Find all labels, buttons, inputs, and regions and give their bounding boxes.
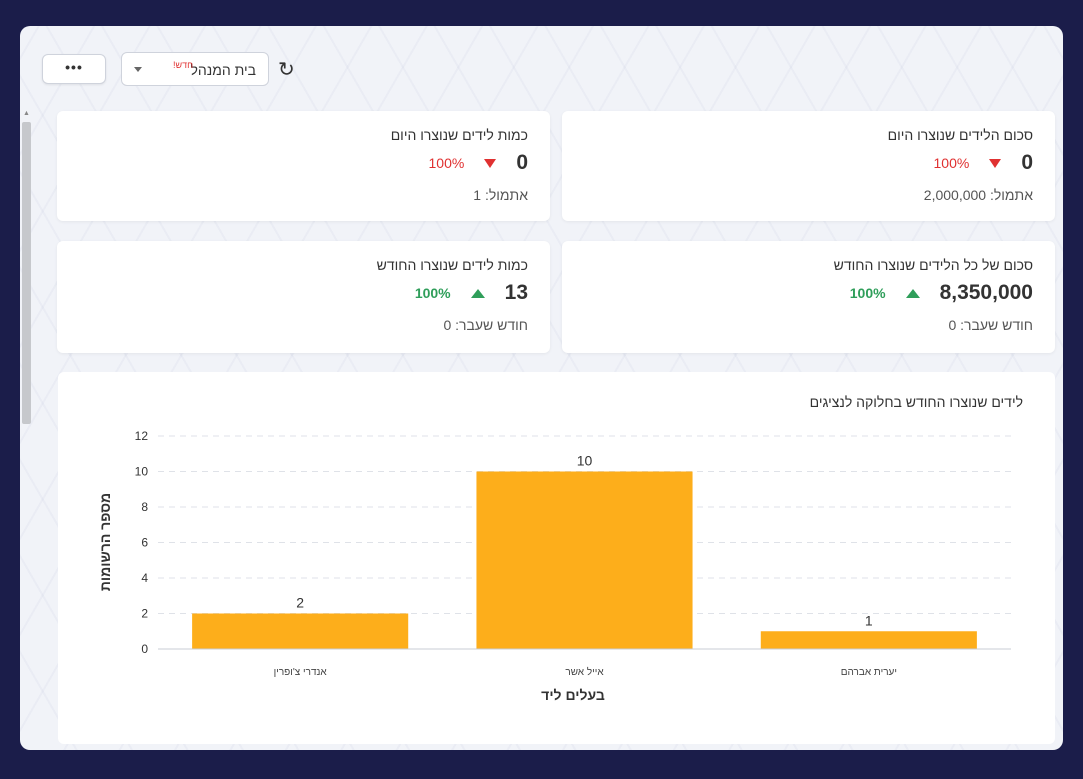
- new-badge: חדש!: [173, 60, 193, 70]
- card-change: 100%: [933, 155, 970, 171]
- bar-value-label: 2: [296, 595, 304, 611]
- y-tick-label: 4: [141, 571, 148, 585]
- bar-value-label: 10: [577, 453, 593, 469]
- card-previous: חודש שעבר: 0: [443, 317, 528, 333]
- card-previous: חודש שעבר: 0: [948, 317, 1033, 333]
- scrollbar[interactable]: ▲: [20, 110, 32, 750]
- bar: [476, 471, 693, 649]
- y-tick-label: 2: [141, 607, 148, 621]
- x-tick-label: אנדרי צ'ופרין: [274, 667, 328, 678]
- arrow-up-icon: [905, 288, 920, 298]
- y-tick-label: 8: [141, 500, 148, 514]
- card-title: סכום של כל הלידים שנוצרו החודש: [833, 257, 1033, 273]
- arrow-up-icon: [470, 288, 485, 298]
- card-metric: 8,350,000 100%: [850, 281, 1033, 305]
- arrow-down-icon: [484, 158, 497, 168]
- y-tick-label: 6: [141, 536, 148, 550]
- card-metric: 0 100%: [429, 151, 529, 175]
- card-title: סכום הלידים שנוצרו היום: [887, 127, 1033, 143]
- x-axis-title: בעלים ליד: [541, 687, 605, 703]
- card-value: 0: [1021, 151, 1033, 174]
- card-change: 100%: [428, 155, 465, 171]
- dashboard-select[interactable]: בית המנהל חדש!: [121, 52, 269, 86]
- card-change: 100%: [414, 285, 451, 301]
- card-title: כמות לידים שנוצרו היום: [390, 127, 528, 143]
- card-metric: 13 100%: [415, 281, 528, 305]
- card-metric: 0 100%: [934, 151, 1034, 175]
- card-previous: אתמול: 2,000,000: [923, 187, 1033, 203]
- bar: [192, 613, 409, 649]
- card-sum-today: סכום הלידים שנוצרו היום 0 100% אתמול: 2,…: [562, 111, 1055, 221]
- bar-chart: 0 2 4 6 8 10 12 2 10 1 אנדרי צ'ופרין אייל אשר יערי…: [97, 429, 1011, 703]
- card-value: 8,350,000: [939, 281, 1033, 304]
- y-axis-ticks: 0 2 4 6 8 10 12: [135, 429, 149, 656]
- scrollbar-thumb[interactable]: [22, 122, 31, 424]
- refresh-icon[interactable]: ↻: [278, 59, 295, 81]
- card-sum-month: סכום של כל הלידים שנוצרו החודש 8,350,000…: [562, 241, 1055, 353]
- card-change: 100%: [849, 285, 886, 301]
- y-axis-title: מספר הרשומות: [97, 493, 113, 591]
- bar: [760, 631, 977, 649]
- dashboard-window: ••• בית המנהל חדש! ↻ ▲ סכום הלידים שנוצר…: [20, 26, 1063, 750]
- chevron-down-icon: [134, 67, 142, 72]
- chart-card: לידים שנוצרו החודש בחלוקה לנציגים 0 2 4 6 8 1…: [58, 372, 1055, 744]
- scroll-up-icon[interactable]: ▲: [23, 110, 30, 117]
- card-count-today: כמות לידים שנוצרו היום 0 100% אתמול: 1: [57, 111, 550, 221]
- card-count-month: כמות לידים שנוצרו החודש 13 100% חודש שעב…: [57, 241, 550, 353]
- card-title: כמות לידים שנוצרו החודש: [376, 257, 528, 273]
- dashboard-select-value: בית המנהל: [190, 62, 256, 78]
- card-value: 13: [504, 281, 528, 304]
- y-tick-label: 10: [135, 465, 149, 479]
- bar-value-label: 1: [865, 612, 873, 628]
- more-options-button[interactable]: •••: [42, 54, 106, 84]
- y-tick-label: 0: [141, 642, 148, 656]
- card-previous: אתמול: 1: [473, 187, 528, 203]
- x-tick-label: אייל אשר: [565, 666, 604, 678]
- x-axis-labels: אנדרי צ'ופרין אייל אשר יערית אברהם: [274, 666, 897, 678]
- y-tick-label: 12: [135, 429, 149, 443]
- x-tick-label: יערית אברהם: [841, 667, 897, 678]
- chart-bars: 2 10 1: [192, 453, 977, 649]
- chart-title: לידים שנוצרו החודש בחלוקה לנציגים: [809, 394, 1023, 410]
- card-value: 0: [516, 151, 528, 174]
- arrow-down-icon: [989, 158, 1002, 168]
